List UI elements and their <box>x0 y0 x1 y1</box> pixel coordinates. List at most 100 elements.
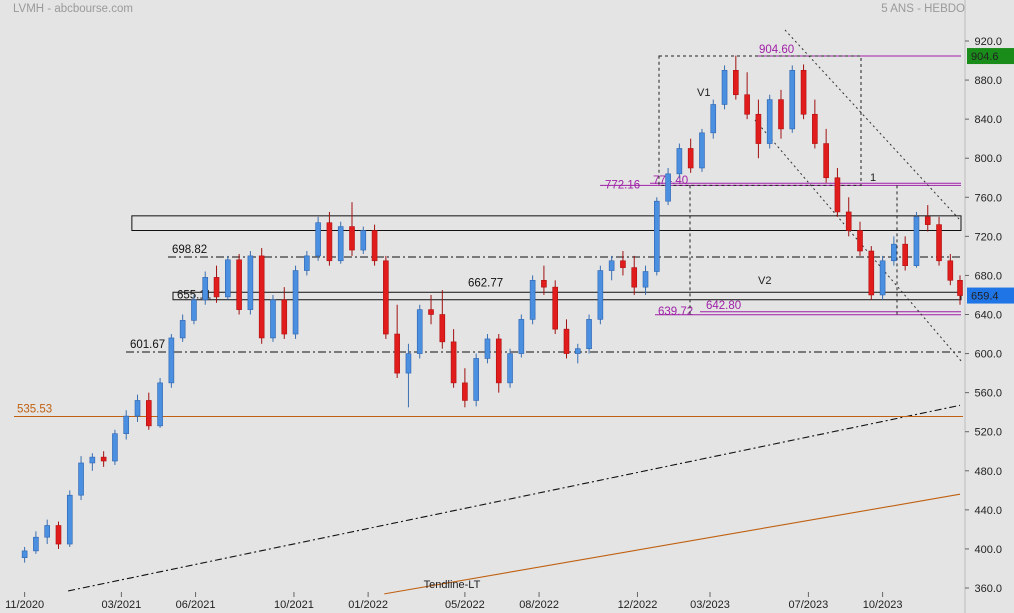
last-price-badge: 659.4 <box>971 291 999 303</box>
candle-body <box>834 177 841 213</box>
level-535-label: 535.53 <box>17 404 52 416</box>
candle-body <box>304 255 310 271</box>
candle-body <box>44 525 50 538</box>
y-tick-label: 400.0 <box>974 544 1002 556</box>
candle-body <box>371 230 378 262</box>
candle-body <box>936 224 942 262</box>
candle-body <box>360 230 367 251</box>
candle-body <box>812 113 818 144</box>
candle-body <box>676 148 683 175</box>
long-term-support-line <box>68 404 961 592</box>
candle-body <box>326 222 333 262</box>
candle-body <box>55 525 62 545</box>
chart-period-label: 5 ANS - HEBDO <box>881 3 965 15</box>
candle-body <box>755 113 762 144</box>
candle-body <box>631 267 638 288</box>
level-698-label: 698.82 <box>172 244 207 256</box>
candle-body <box>213 277 220 298</box>
v1-label: V1 <box>697 87 710 99</box>
y-tick-label: 480.0 <box>974 466 1002 478</box>
candle-body <box>800 70 807 115</box>
level-772-label: 772.16 <box>605 179 640 191</box>
x-tick-label: 06/2021 <box>176 599 216 611</box>
y-tick-label: 440.0 <box>974 505 1002 517</box>
candle-body <box>337 226 344 262</box>
y-tick-label: 680.0 <box>974 270 1002 282</box>
v1-box <box>658 55 862 186</box>
level-642-label: 642.80 <box>706 300 741 312</box>
candle-body <box>191 299 197 321</box>
candle-body <box>507 353 513 384</box>
candle-body <box>123 415 130 434</box>
candle-body <box>202 277 209 301</box>
x-tick-label: 03/2021 <box>101 599 141 611</box>
candle-body <box>473 358 479 401</box>
candle-body <box>145 400 152 427</box>
y-tick-label: 600.0 <box>974 349 1002 361</box>
wave-1-label: 1 <box>870 172 876 184</box>
candle-body <box>462 382 468 401</box>
candle-body <box>78 462 84 496</box>
candle-body <box>744 94 750 115</box>
candle-body <box>439 314 446 343</box>
candle-body <box>247 255 254 310</box>
candle-body <box>620 260 626 268</box>
candle-body <box>891 243 897 262</box>
candle-body <box>665 173 671 202</box>
last-price-badge-bg <box>967 287 1014 304</box>
candle-body <box>597 270 604 320</box>
candle-body <box>21 550 28 559</box>
candle-body <box>924 216 931 225</box>
tendline-lt-line <box>384 493 961 595</box>
v2-label: V2 <box>758 275 771 287</box>
candle-body <box>416 309 423 354</box>
x-tick-label: 10/2023 <box>863 599 903 611</box>
level-639-label: 639.72 <box>658 306 693 318</box>
level-904-label: 904.60 <box>759 44 794 56</box>
candle-body <box>394 333 400 374</box>
candle-body <box>823 143 829 179</box>
candle-body <box>518 319 525 354</box>
candle-body <box>902 243 908 266</box>
candle-body <box>292 270 299 335</box>
candle-body <box>913 216 920 266</box>
candle-body <box>168 337 175 384</box>
candle-body <box>868 250 875 296</box>
candle-body <box>529 280 536 320</box>
candle-body <box>586 319 592 349</box>
candle-body <box>687 148 694 169</box>
candle-body <box>157 382 163 427</box>
x-tick-label: 01/2022 <box>348 599 388 611</box>
x-tick-label: 03/2023 <box>690 599 730 611</box>
candle-body <box>574 348 581 354</box>
candle-body <box>957 280 963 296</box>
candle-body <box>733 70 739 96</box>
y-tick-label: 560.0 <box>974 388 1002 400</box>
candle-body <box>495 338 502 384</box>
candle-body <box>225 259 231 298</box>
candle-body <box>112 433 118 462</box>
candle-body <box>134 400 141 417</box>
candle-body <box>315 222 321 257</box>
candle-body <box>563 328 570 354</box>
candle-body <box>789 70 796 130</box>
candle-body <box>541 280 547 288</box>
y-tick-label: 840.0 <box>974 114 1002 126</box>
candle-body <box>710 104 717 134</box>
candle-body <box>236 259 242 310</box>
candle-body <box>383 260 389 335</box>
candle-body <box>857 230 863 252</box>
max-price-badge-bg <box>967 48 1014 65</box>
y-tick-label: 640.0 <box>974 310 1002 322</box>
x-tick-label: 07/2023 <box>789 599 829 611</box>
x-tick-label: 08/2022 <box>519 599 559 611</box>
candle-body <box>778 99 784 130</box>
candle-body <box>281 299 288 335</box>
x-tick-label: 12/2022 <box>618 599 658 611</box>
candle-body <box>270 299 276 339</box>
level-662-label: 662.77 <box>468 277 503 289</box>
candle-body <box>33 536 39 552</box>
candle-body <box>552 286 559 330</box>
